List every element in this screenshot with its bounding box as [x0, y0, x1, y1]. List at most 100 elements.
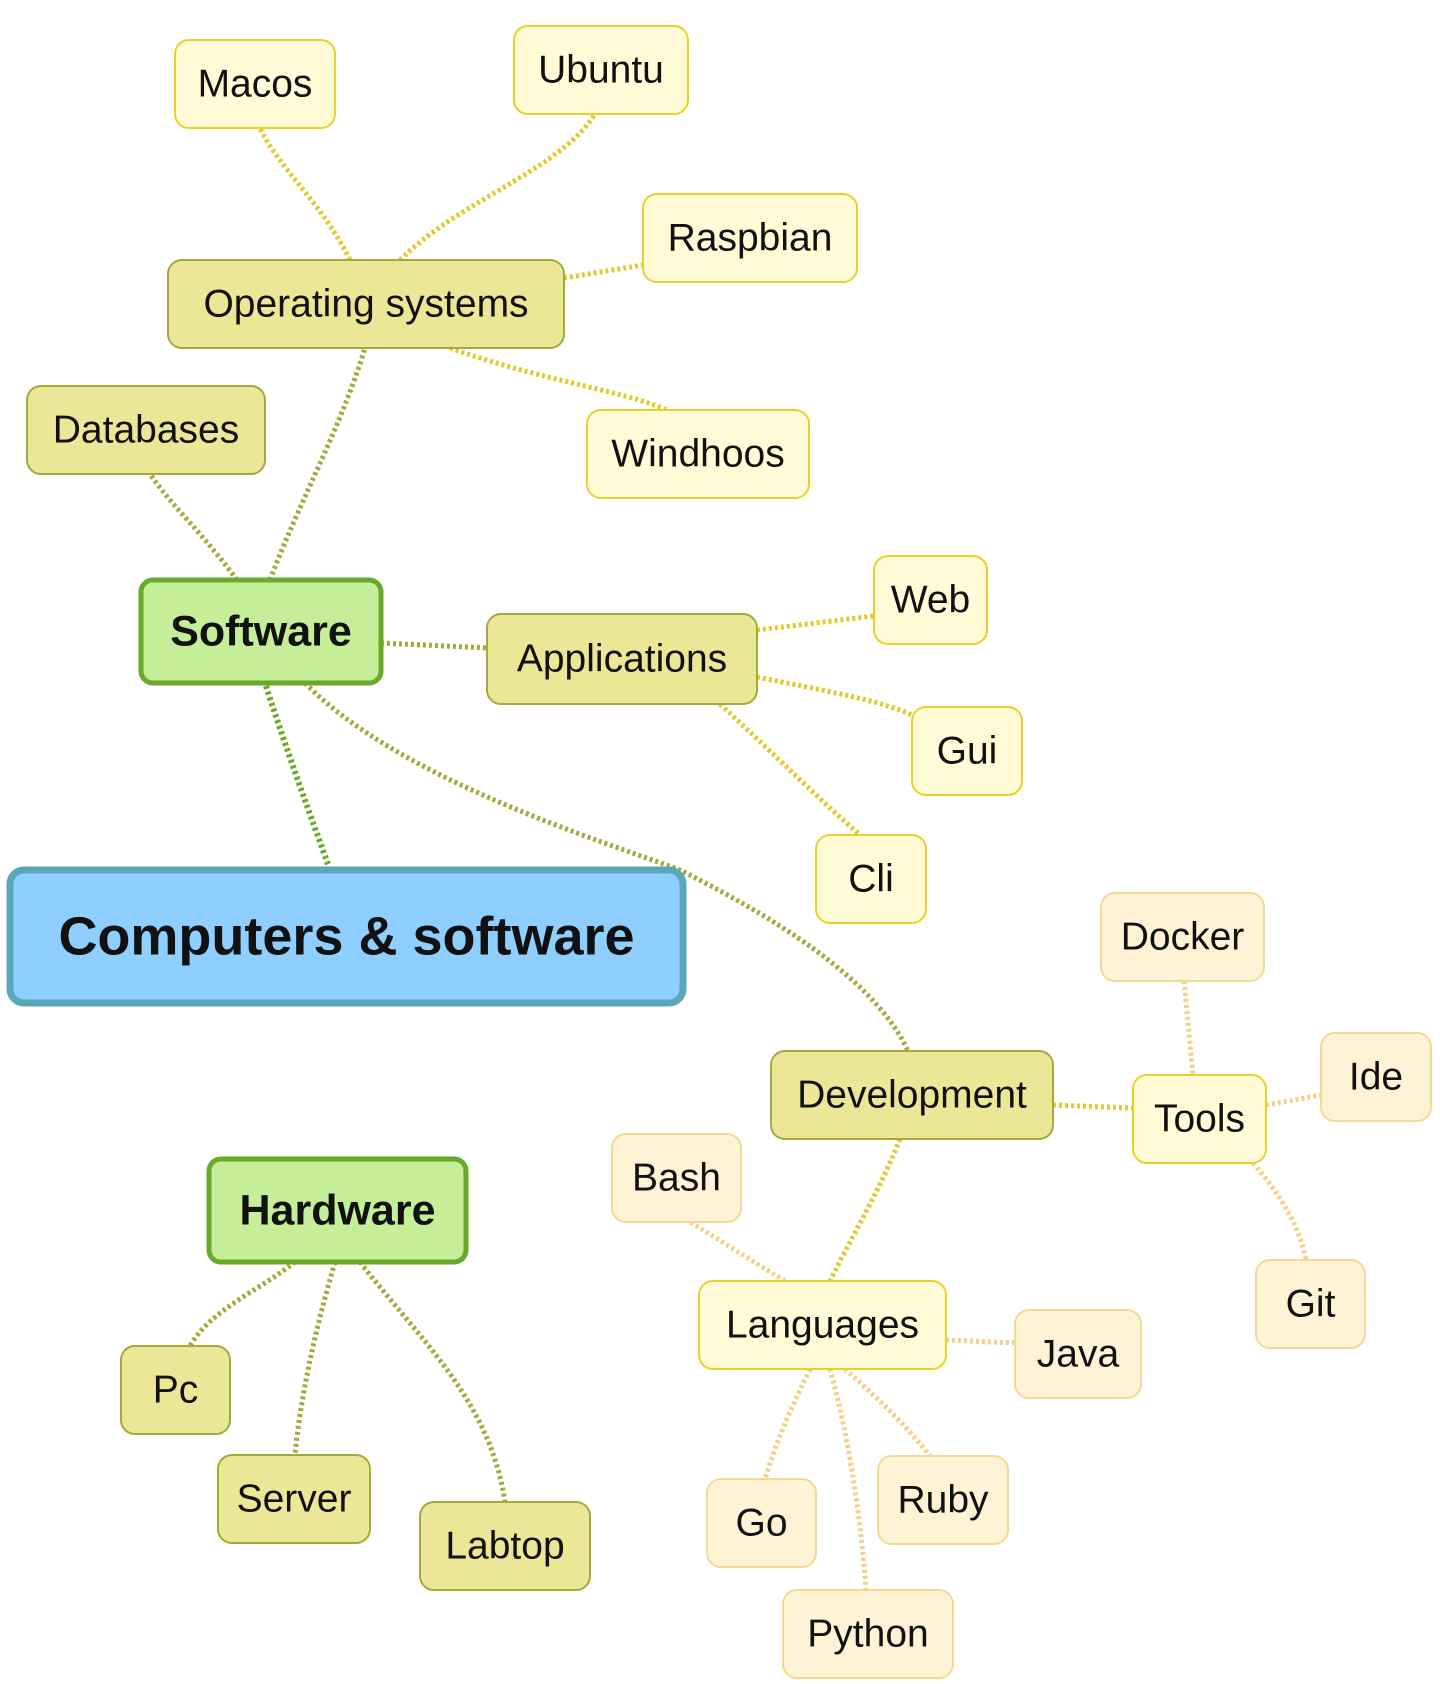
node-label: Java [1037, 1333, 1120, 1376]
connector-line [688, 1219, 787, 1284]
node-java[interactable]: Java [1014, 1309, 1142, 1399]
node-raspbian[interactable]: Raspbian [642, 193, 858, 283]
node-box [1255, 1259, 1366, 1349]
node-box [217, 1454, 371, 1544]
node-applications[interactable]: Applications [486, 613, 758, 705]
node-root[interactable]: Computers & software [6, 866, 687, 1007]
node-software[interactable]: Software [138, 577, 384, 686]
node-gui[interactable]: Gui [911, 706, 1023, 796]
connector-line [1052, 1102, 1134, 1111]
node-label: Ide [1349, 1056, 1403, 1099]
node-label: Software [170, 608, 352, 656]
node-label: Python [807, 1613, 928, 1656]
node-box [174, 39, 336, 129]
node-docker[interactable]: Docker [1100, 892, 1265, 982]
connector-line [267, 347, 368, 581]
node-label: Ubuntu [538, 49, 664, 92]
node-databases[interactable]: Databases [26, 385, 266, 475]
node-box [1132, 1074, 1267, 1164]
connector-line [147, 472, 240, 582]
node-label: Pc [153, 1369, 199, 1412]
connector-line [1251, 1161, 1309, 1261]
node-box [6, 866, 687, 1007]
node-macos[interactable]: Macos [174, 39, 336, 129]
node-label: Tools [1154, 1098, 1245, 1141]
node-box [513, 25, 689, 115]
connector-line [827, 1138, 903, 1283]
node-box [138, 577, 384, 686]
connector-line [1181, 980, 1196, 1076]
node-label: Computers & software [58, 907, 634, 967]
node-label: Bash [632, 1157, 721, 1200]
node-label: Web [891, 579, 971, 622]
connector-line [563, 262, 644, 281]
node-ide[interactable]: Ide [1320, 1032, 1432, 1122]
connector-line [718, 702, 862, 837]
node-box [642, 193, 858, 283]
node-box [586, 409, 810, 499]
node-label: Go [735, 1502, 787, 1545]
node-label: Labtop [445, 1525, 564, 1568]
node-box [486, 613, 758, 705]
node-box [1014, 1309, 1142, 1399]
node-bash[interactable]: Bash [611, 1133, 742, 1223]
node-label: Hardware [240, 1187, 436, 1235]
node-label: Languages [726, 1304, 919, 1347]
node-label: Cli [848, 858, 894, 901]
node-label: Applications [517, 638, 727, 681]
node-ubuntu[interactable]: Ubuntu [513, 25, 689, 115]
node-cli[interactable]: Cli [815, 834, 927, 924]
connector-line [398, 112, 598, 262]
node-label: Gui [937, 730, 998, 773]
node-ruby[interactable]: Ruby [877, 1455, 1009, 1545]
node-windhoos[interactable]: Windhoos [586, 409, 810, 499]
node-box [611, 1133, 742, 1223]
node-operating-systems[interactable]: Operating systems [167, 259, 565, 349]
node-pc[interactable]: Pc [120, 1345, 231, 1435]
node-label: Operating systems [203, 283, 528, 326]
node-label: Git [1286, 1283, 1336, 1326]
node-label: Ruby [897, 1479, 989, 1522]
connector-line [843, 1367, 932, 1458]
connector-line [945, 1337, 1016, 1346]
connector-line [292, 1261, 338, 1456]
node-tools[interactable]: Tools [1132, 1074, 1267, 1164]
node-label: Macos [198, 63, 313, 106]
node-label: Server [237, 1478, 352, 1521]
connector-line [380, 640, 488, 651]
node-box [26, 385, 266, 475]
connector-line [187, 1260, 297, 1348]
node-box [911, 706, 1023, 796]
node-python[interactable]: Python [782, 1589, 954, 1679]
connector-line [756, 674, 914, 718]
node-box [698, 1280, 947, 1370]
connector-lines [147, 112, 1322, 1591]
node-box [873, 555, 988, 645]
node-server[interactable]: Server [217, 1454, 371, 1544]
node-box [206, 1156, 469, 1265]
connector-line [257, 126, 353, 262]
node-box [770, 1050, 1054, 1140]
node-box [419, 1501, 591, 1591]
node-languages[interactable]: Languages [698, 1280, 947, 1370]
node-box [815, 834, 927, 924]
node-git[interactable]: Git [1255, 1259, 1366, 1349]
node-development[interactable]: Development [770, 1050, 1054, 1140]
node-labtop[interactable]: Labtop [419, 1501, 591, 1591]
node-label: Development [797, 1074, 1027, 1117]
node-go[interactable]: Go [706, 1478, 817, 1568]
node-web[interactable]: Web [873, 555, 988, 645]
connector-line [449, 345, 668, 413]
node-label: Databases [53, 409, 239, 452]
node-box [120, 1345, 231, 1435]
node-box [782, 1589, 954, 1679]
mind-map-nodes: Computers & software Software Hardware Oper… [6, 25, 1432, 1679]
node-box [167, 259, 565, 349]
node-box [706, 1478, 817, 1568]
node-box [1100, 892, 1265, 982]
node-label: Docker [1121, 916, 1245, 959]
connector-line [1265, 1092, 1322, 1108]
node-label: Windhoos [611, 433, 784, 476]
node-hardware[interactable]: Hardware [206, 1156, 469, 1265]
